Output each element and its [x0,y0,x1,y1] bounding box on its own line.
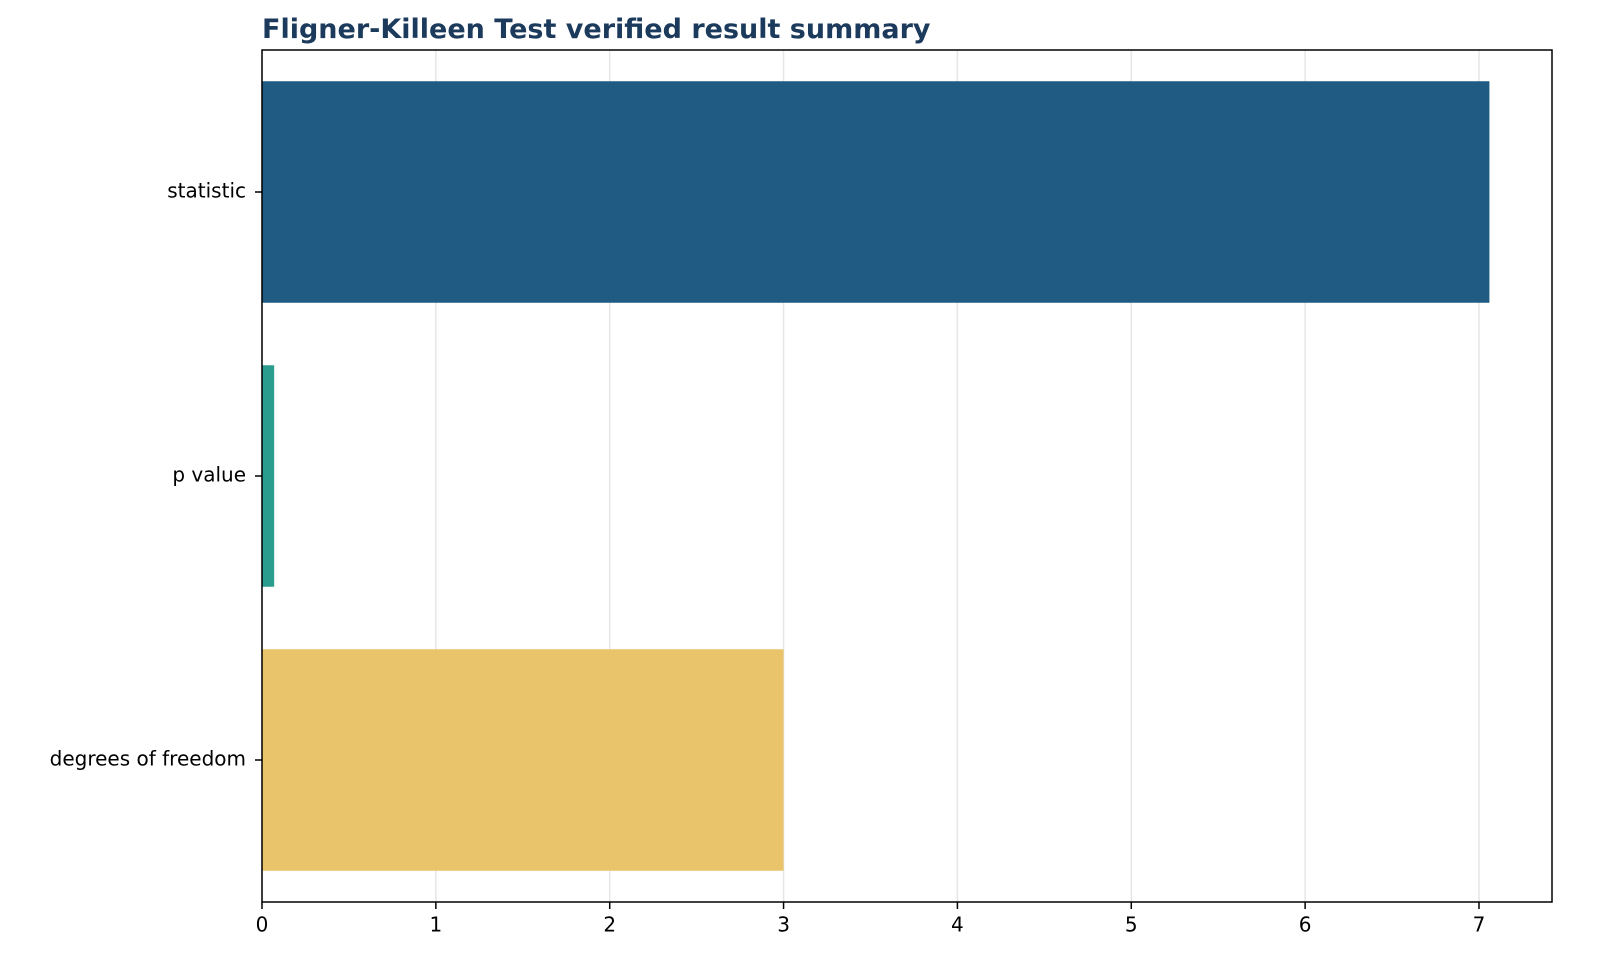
x-tick-label: 5 [1125,913,1138,937]
x-tick-label: 6 [1299,913,1312,937]
chart-title: Fligner-Killeen Test verified result sum… [262,14,931,45]
bar [262,365,275,587]
x-tick-label: 1 [429,913,442,937]
x-tick-label: 2 [603,913,616,937]
bar [262,649,784,871]
x-tick-label: 3 [777,913,790,937]
bar [262,81,1490,303]
y-tick-label: p value [172,463,246,487]
x-tick-label: 7 [1473,913,1486,937]
x-tick-label: 4 [951,913,964,937]
y-tick-label: degrees of freedom [50,747,246,771]
x-tick-label: 0 [256,913,269,937]
y-tick-label: statistic [167,179,246,203]
